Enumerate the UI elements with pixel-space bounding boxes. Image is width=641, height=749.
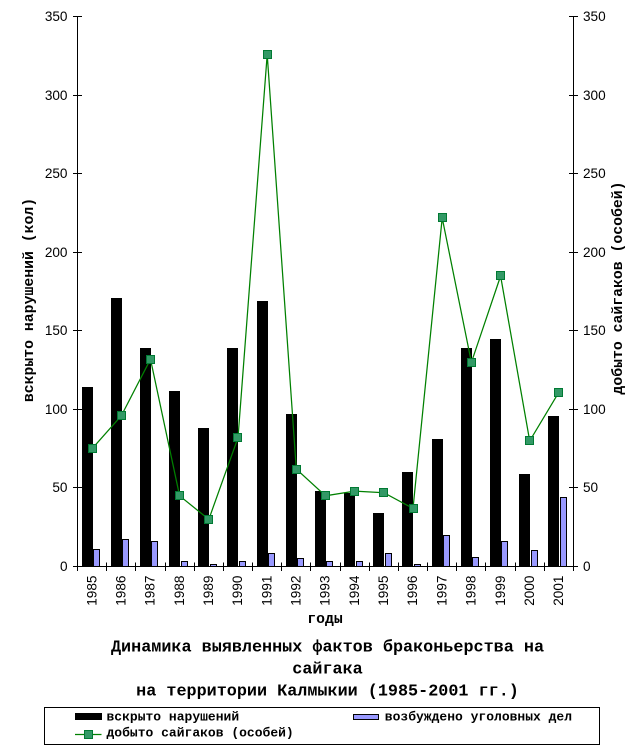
svg-text:1988: 1988: [172, 576, 187, 606]
svg-text:1999: 1999: [493, 576, 508, 606]
svg-text:1994: 1994: [347, 575, 362, 606]
svg-text:возбуждено уголовных дел: возбуждено уголовных дел: [385, 710, 572, 725]
svg-text:250: 250: [583, 166, 606, 181]
svg-text:1998: 1998: [464, 576, 479, 606]
svg-text:0: 0: [60, 559, 68, 574]
svg-text:добыто сайгаков (особей): добыто сайгаков (особей): [107, 725, 294, 740]
svg-text:150: 150: [583, 323, 606, 338]
svg-text:1997: 1997: [434, 576, 449, 606]
svg-text:100: 100: [583, 402, 606, 417]
svg-text:200: 200: [583, 245, 606, 260]
svg-text:250: 250: [45, 166, 68, 181]
svg-text:1990: 1990: [230, 575, 245, 606]
svg-text:вскрыто нарушений: вскрыто нарушений: [107, 710, 240, 725]
svg-text:Динамика выявленных фактов бра: Динамика выявленных фактов браконьерства…: [111, 639, 544, 658]
svg-text:350: 350: [45, 9, 68, 24]
svg-text:0: 0: [583, 559, 591, 574]
svg-text:на территории Калмыкии (1985-2: на территории Калмыкии (1985-2001 гг.): [136, 683, 519, 702]
svg-text:1992: 1992: [289, 576, 304, 606]
svg-text:сайгака: сайгака: [292, 661, 363, 680]
svg-text:1996: 1996: [405, 576, 420, 606]
svg-text:50: 50: [52, 480, 68, 495]
svg-text:2000: 2000: [522, 575, 537, 606]
svg-text:50: 50: [583, 480, 599, 495]
svg-text:2001: 2001: [551, 576, 566, 606]
svg-text:1986: 1986: [114, 576, 129, 606]
svg-text:1991: 1991: [259, 576, 274, 606]
svg-text:1989: 1989: [201, 576, 216, 606]
svg-text:200: 200: [45, 245, 68, 260]
svg-text:добыто сайгаков (особей): добыто сайгаков (особей): [611, 181, 627, 394]
svg-text:350: 350: [583, 9, 606, 24]
svg-text:годы: годы: [307, 612, 343, 628]
svg-text:1985: 1985: [84, 576, 99, 606]
svg-text:1993: 1993: [318, 576, 333, 606]
svg-text:1987: 1987: [143, 576, 158, 606]
svg-text:300: 300: [583, 88, 606, 103]
svg-text:300: 300: [45, 88, 68, 103]
svg-text:100: 100: [45, 402, 68, 417]
svg-text:150: 150: [45, 323, 68, 338]
svg-text:вскрыто нарушений (кол): вскрыто нарушений (кол): [22, 198, 38, 402]
svg-text:1995: 1995: [376, 576, 391, 606]
